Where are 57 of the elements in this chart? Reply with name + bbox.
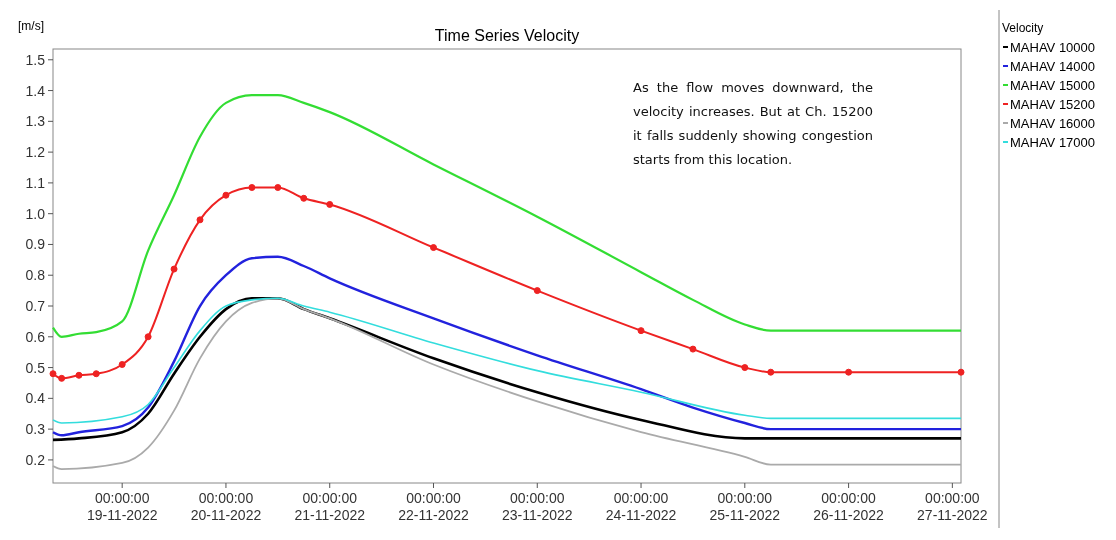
- x-tick-label: 00:00:00 26-11-2022: [813, 490, 885, 523]
- point: [144, 333, 152, 341]
- point: [300, 194, 308, 202]
- y-tick-label: 1.5: [25, 51, 46, 68]
- point: [196, 216, 204, 224]
- y-tick-label: 0.2: [25, 451, 46, 468]
- chart-title: Time Series Velocity: [434, 27, 580, 44]
- point: [92, 370, 100, 378]
- x-tick-label: 00:00:00 21-11-2022: [294, 490, 366, 523]
- line-series: [51, 255, 963, 437]
- y-axis-title: [m/s]: [18, 19, 44, 33]
- point: [767, 368, 775, 376]
- x-tick-label: 00:00:00 22-11-2022: [398, 490, 469, 523]
- legend-label: MAHAV 10000: [1010, 40, 1096, 55]
- legend-title: Velocity: [1002, 21, 1044, 35]
- point: [845, 368, 853, 376]
- y-tick-label: 1.0: [25, 205, 46, 222]
- legend-label: MAHAV 15200: [1010, 97, 1096, 112]
- y-tick-label: 0.7: [25, 298, 46, 315]
- annotation: As the flow moves downward, the velocity increases. But at Ch. 15200 it falls suddenly showing congestion starts from this location.: [633, 79, 873, 169]
- legend-label: MAHAV 14000: [1010, 59, 1096, 74]
- y-tick-label: 0.9: [25, 236, 46, 253]
- y-tick-label: 0.6: [25, 328, 46, 345]
- point: [49, 370, 57, 378]
- line-series: [52, 297, 962, 471]
- x-tick-label: 00:00:00 27-11-2022: [917, 490, 988, 523]
- x-tick-label: 00:00:00 25-11-2022: [709, 490, 781, 523]
- point: [957, 368, 965, 376]
- line-series: [51, 94, 963, 338]
- x-tick-label: 00:00:00 20-11-2022: [190, 490, 262, 523]
- point: [75, 371, 83, 379]
- y-tick-label: 0.8: [25, 267, 46, 284]
- y-tick-label: 0.3: [25, 421, 46, 438]
- y-tick-label: 1.2: [25, 144, 46, 161]
- point: [430, 244, 437, 252]
- point: [118, 361, 126, 368]
- point: [637, 327, 645, 335]
- y-tick-label: 1.4: [25, 82, 46, 99]
- point: [274, 184, 282, 192]
- point: [222, 191, 230, 199]
- point: [533, 287, 541, 295]
- point: [170, 265, 178, 273]
- point: [326, 200, 334, 208]
- legend-label: MAHAV 16000: [1010, 116, 1096, 131]
- point: [741, 364, 749, 372]
- x-tick-label: 00:00:00 24-11-2022: [605, 490, 677, 523]
- point: [248, 184, 256, 192]
- legend-label: MAHAV 15000: [1010, 78, 1096, 93]
- y-tick-label: 0.5: [25, 359, 46, 376]
- legend-label: MAHAV 17000: [1010, 135, 1096, 150]
- x-tick-label: 00:00:00 23-11-2022: [501, 490, 573, 523]
- x-tick-label: 00:00:00 19-11-2022: [86, 490, 158, 523]
- y-tick-label: 1.3: [25, 113, 46, 130]
- y-tick-label: 0.4: [25, 390, 46, 407]
- point: [689, 345, 697, 353]
- point: [58, 374, 66, 382]
- y-tick-label: 1.1: [25, 174, 46, 191]
